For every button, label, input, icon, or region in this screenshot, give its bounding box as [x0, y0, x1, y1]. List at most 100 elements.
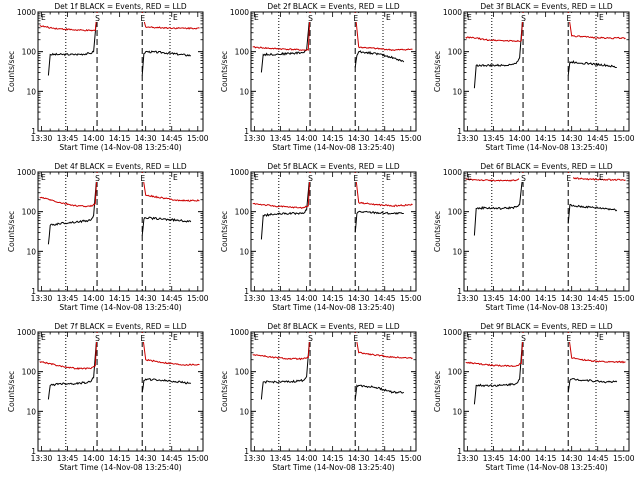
corner-start-label: E: [467, 13, 472, 22]
events-series-line: [141, 378, 192, 393]
y-axis-label: Counts/sec: [433, 211, 442, 252]
plot-frame: [37, 331, 204, 452]
x-tick-label: 15:00: [400, 294, 422, 303]
marker-label-background: [306, 173, 316, 182]
marker-label-background: [519, 333, 529, 342]
x-tick-label: 13:30: [31, 294, 53, 303]
x-tick-label: 14:45: [374, 454, 396, 463]
lld-series-line: [465, 331, 524, 368]
events-series-line: [354, 384, 404, 400]
x-tick-label: 14:45: [161, 294, 183, 303]
x-tick-label: 15:00: [187, 134, 209, 143]
x-tick-label: 14:00: [83, 454, 105, 463]
y-tick-label: 1: [457, 287, 462, 296]
marker-label-s: S: [95, 174, 100, 183]
chart-svg: Det 3f BLACK = Events, RED = LLD 1 10 100 10…: [433, 2, 635, 152]
marker-label-background: [93, 13, 103, 22]
marker-label-background: [351, 173, 361, 182]
chart-svg: Det 7f BLACK = Events, RED = LLD 1 10 100 10…: [7, 322, 209, 472]
marker-label-e: E: [140, 334, 145, 343]
x-tick-label: 14:15: [322, 134, 344, 143]
corner-end-label: E: [599, 333, 604, 342]
chart-svg: Det 2f BLACK = Events, RED = LLD 1 10 100 10…: [220, 2, 422, 152]
x-axis-label: Start Time (14-Nov-08 13:25:40): [272, 463, 394, 472]
y-tick-label: 1000: [443, 168, 462, 177]
corner-start-label: E: [41, 333, 46, 342]
x-axis-label: Start Time (14-Nov-08 13:25:40): [485, 303, 607, 312]
y-tick-label: 10: [26, 87, 36, 96]
events-series-line: [567, 60, 617, 76]
marker-label-s: S: [521, 14, 526, 23]
chart-title: Det 9f BLACK = Events, RED = LLD: [480, 322, 613, 331]
marker-label-background: [138, 333, 148, 342]
x-axis-label: Start Time (14-Nov-08 13:25:40): [59, 143, 181, 152]
y-axis-label: Counts/sec: [7, 51, 16, 92]
marker-label-background: [564, 333, 574, 342]
y-tick-label: 1: [457, 447, 462, 456]
y-tick-label: 100: [235, 368, 250, 377]
y-axis-label: Counts/sec: [433, 371, 442, 412]
y-axis-label: Counts/sec: [433, 51, 442, 92]
chart-title: Det 4f BLACK = Events, RED = LLD: [54, 162, 187, 171]
marker-label-background: [351, 13, 361, 22]
x-tick-label: 14:15: [535, 454, 557, 463]
x-tick-label: 13:30: [31, 134, 53, 143]
y-tick-label: 1000: [230, 328, 249, 337]
marker-label-e: E: [140, 174, 145, 183]
y-tick-label: 10: [452, 87, 462, 96]
x-tick-label: 13:45: [270, 294, 292, 303]
x-tick-label: 13:45: [483, 294, 505, 303]
x-tick-label: 14:30: [135, 134, 157, 143]
lld-series-line: [465, 11, 524, 42]
x-tick-label: 13:45: [270, 134, 292, 143]
marker-label-s: S: [521, 174, 526, 183]
marker-label-background: [138, 13, 148, 22]
corner-end-label: E: [599, 13, 604, 22]
marker-label-s: S: [308, 174, 313, 183]
x-tick-label: 14:45: [374, 294, 396, 303]
lld-series-line: [354, 171, 413, 208]
x-tick-label: 14:45: [374, 134, 396, 143]
y-tick-label: 1000: [230, 8, 249, 17]
events-series-line: [47, 331, 98, 400]
y-tick-label: 10: [452, 407, 462, 416]
x-tick-label: 13:30: [457, 454, 479, 463]
marker-label-e: E: [566, 334, 571, 343]
lld-series-line: [567, 331, 626, 364]
x-tick-label: 13:30: [31, 454, 53, 463]
marker-label-s: S: [308, 14, 313, 23]
corner-end-label: E: [386, 333, 391, 342]
marker-label-background: [93, 173, 103, 182]
events-series-line: [567, 378, 618, 393]
corner-start-label: E: [41, 173, 46, 182]
marker-label-e: E: [353, 174, 358, 183]
chart-title: Det 7f BLACK = Events, RED = LLD: [54, 322, 187, 331]
lld-series-line: [567, 11, 626, 40]
events-series-line: [141, 216, 192, 236]
chart-svg: Det 8f BLACK = Events, RED = LLD 1 10 100 10…: [220, 322, 422, 472]
events-series-line: [141, 50, 192, 76]
chart-title: Det 5f BLACK = Events, RED = LLD: [267, 162, 400, 171]
x-tick-label: 13:45: [483, 134, 505, 143]
plot-frame: [463, 11, 630, 132]
y-tick-label: 100: [22, 208, 37, 217]
x-axis-label: Start Time (14-Nov-08 13:25:40): [485, 143, 607, 152]
marker-label-e: E: [566, 14, 571, 23]
y-tick-label: 10: [239, 247, 249, 256]
x-axis-label: Start Time (14-Nov-08 13:25:40): [59, 303, 181, 312]
chart-title: Det 1f BLACK = Events, RED = LLD: [54, 2, 187, 11]
x-tick-label: 14:15: [535, 294, 557, 303]
x-tick-label: 14:15: [109, 454, 131, 463]
y-tick-label: 1000: [17, 8, 36, 17]
detector-panel-4: Det 4f BLACK = Events, RED = LLD 1 10 100 10…: [0, 160, 213, 320]
y-tick-label: 100: [235, 48, 250, 57]
y-tick-label: 10: [239, 87, 249, 96]
y-tick-label: 1: [31, 287, 36, 296]
x-tick-label: 14:30: [348, 294, 370, 303]
x-tick-label: 14:15: [322, 454, 344, 463]
lld-series-line: [567, 171, 626, 181]
events-series-line: [354, 210, 404, 233]
x-tick-label: 14:30: [561, 454, 583, 463]
chart-title: Det 3f BLACK = Events, RED = LLD: [480, 2, 613, 11]
x-axis-label: Start Time (14-Nov-08 13:25:40): [59, 463, 181, 472]
